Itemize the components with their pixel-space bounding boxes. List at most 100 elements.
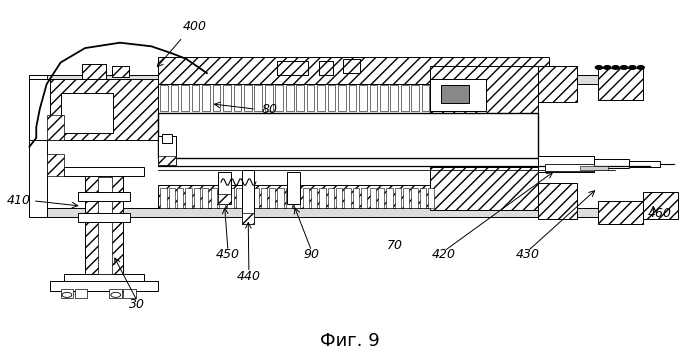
Bar bbox=[64, 274, 144, 282]
Bar bbox=[78, 213, 130, 222]
Bar bbox=[580, 166, 608, 169]
Bar bbox=[158, 57, 549, 84]
Bar bbox=[420, 188, 426, 208]
Bar bbox=[286, 188, 292, 208]
Bar bbox=[378, 188, 384, 208]
Bar bbox=[276, 61, 308, 75]
Bar bbox=[158, 136, 176, 165]
Bar bbox=[181, 85, 189, 111]
Bar bbox=[202, 85, 210, 111]
Bar bbox=[244, 188, 251, 208]
Bar bbox=[236, 188, 242, 208]
Circle shape bbox=[620, 66, 627, 69]
Text: Фиг. 9: Фиг. 9 bbox=[320, 332, 380, 350]
Bar bbox=[61, 93, 113, 132]
Bar bbox=[50, 79, 158, 140]
Bar bbox=[29, 79, 50, 140]
Bar bbox=[111, 66, 129, 77]
Circle shape bbox=[604, 66, 611, 69]
Bar bbox=[219, 188, 225, 208]
Text: 400: 400 bbox=[183, 20, 207, 33]
Bar bbox=[242, 213, 255, 224]
Bar bbox=[395, 188, 401, 208]
Bar bbox=[422, 85, 430, 111]
Bar bbox=[78, 192, 130, 201]
Bar bbox=[244, 85, 252, 111]
Bar bbox=[338, 85, 346, 111]
Bar bbox=[302, 188, 309, 208]
Bar bbox=[169, 188, 175, 208]
Bar bbox=[29, 75, 643, 84]
Bar bbox=[359, 85, 367, 111]
Text: 80: 80 bbox=[262, 103, 278, 115]
Bar bbox=[391, 85, 398, 111]
Bar bbox=[158, 185, 542, 208]
Bar bbox=[158, 113, 538, 157]
Bar bbox=[109, 289, 122, 298]
Bar bbox=[598, 201, 643, 224]
Text: 460: 460 bbox=[648, 207, 672, 220]
Text: 440: 440 bbox=[237, 270, 261, 283]
Circle shape bbox=[596, 66, 603, 69]
Bar bbox=[211, 188, 217, 208]
Bar bbox=[380, 85, 388, 111]
Bar bbox=[538, 156, 594, 172]
Bar bbox=[158, 156, 176, 165]
Bar bbox=[275, 85, 283, 111]
Bar bbox=[85, 172, 123, 276]
Bar bbox=[328, 188, 334, 208]
Bar bbox=[440, 85, 468, 103]
Bar bbox=[97, 177, 111, 274]
Text: 450: 450 bbox=[216, 248, 240, 261]
Bar bbox=[307, 85, 314, 111]
Bar bbox=[160, 85, 168, 111]
Bar bbox=[171, 85, 178, 111]
Bar bbox=[344, 188, 351, 208]
Bar bbox=[311, 188, 317, 208]
Text: 410: 410 bbox=[7, 194, 31, 207]
Bar bbox=[287, 172, 300, 205]
Bar bbox=[218, 194, 232, 205]
Bar bbox=[412, 188, 418, 208]
Bar bbox=[401, 85, 409, 111]
Bar bbox=[538, 183, 577, 219]
Text: 90: 90 bbox=[304, 248, 320, 261]
Bar bbox=[61, 289, 74, 298]
Bar bbox=[386, 188, 393, 208]
Bar bbox=[64, 167, 144, 176]
Bar bbox=[186, 188, 192, 208]
Bar bbox=[336, 188, 342, 208]
Bar bbox=[538, 66, 577, 102]
Bar bbox=[29, 208, 643, 217]
Bar bbox=[349, 85, 356, 111]
Bar bbox=[162, 134, 172, 143]
Circle shape bbox=[612, 66, 619, 69]
Text: 30: 30 bbox=[130, 298, 146, 311]
Bar bbox=[318, 61, 332, 75]
Bar bbox=[430, 66, 538, 129]
Bar bbox=[192, 85, 199, 111]
Bar bbox=[343, 59, 360, 73]
Bar bbox=[234, 85, 241, 111]
Bar bbox=[242, 170, 255, 224]
Bar bbox=[194, 188, 200, 208]
Bar bbox=[294, 188, 300, 208]
Bar bbox=[286, 85, 293, 111]
Bar bbox=[370, 85, 377, 111]
Bar bbox=[177, 188, 183, 208]
Text: 70: 70 bbox=[387, 239, 403, 252]
Bar bbox=[47, 154, 64, 176]
Bar bbox=[428, 188, 435, 208]
Bar bbox=[296, 85, 304, 111]
Bar bbox=[353, 188, 359, 208]
Text: 430: 430 bbox=[516, 248, 540, 261]
Bar bbox=[317, 85, 325, 111]
Bar bbox=[218, 172, 232, 205]
Bar bbox=[253, 188, 259, 208]
Bar bbox=[361, 188, 368, 208]
Bar bbox=[629, 161, 660, 167]
Bar bbox=[255, 85, 262, 111]
Bar bbox=[29, 75, 47, 217]
Bar bbox=[228, 188, 234, 208]
Bar bbox=[47, 114, 64, 140]
